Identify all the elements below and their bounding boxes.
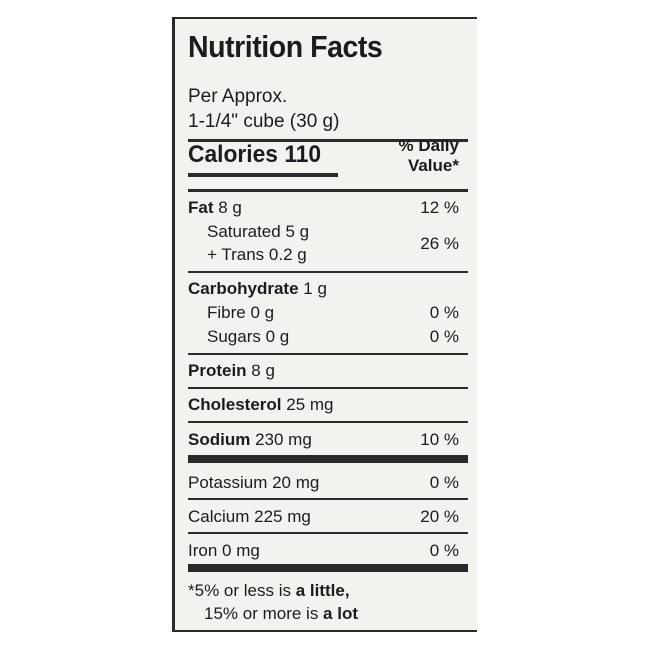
footnote-line-1: *5% or less is a little, [188,579,350,602]
divider [188,387,468,389]
footnote-text-1: *5% or less is [188,581,296,600]
sugars-percent: 0 % [429,327,459,346]
divider [188,189,468,192]
footnote-text-2: 15% or more is [204,604,324,623]
thick-divider [188,455,468,463]
sodium-row: Sodium 230 mg [188,430,312,450]
divider [188,271,468,273]
protein-row: Protein 8 g [188,361,275,381]
cholesterol-row: Cholesterol 25 mg [188,395,334,415]
saturated-label: Saturated 5 g [207,222,310,241]
divider [188,139,468,142]
cholesterol-label: Cholesterol [188,395,282,414]
panel-title: Nutrition Facts [188,29,383,64]
iron-percent: 0 % [429,541,459,560]
calcium-label: Calcium 225 mg [188,507,311,526]
footnote-lot: a lot [323,604,358,623]
potassium-label: Potassium 20 mg [188,473,320,492]
cholesterol-amount: 25 mg [286,395,334,414]
footnote-line-2: 15% or more is a lot [204,602,358,625]
sodium-label: Sodium [188,430,251,449]
sugars-label: Sugars 0 g [207,327,290,346]
divider [188,421,468,423]
protein-amount: 8 g [251,361,275,380]
saturated-percent: 26 % [420,234,459,253]
iron-label: Iron 0 mg [188,541,260,560]
calories-line: Calories 110 [188,141,321,169]
calories-value: 110 [284,141,322,168]
dv-header-line-2: Value* [407,156,459,175]
carbohydrate-row: Carbohydrate 1 g [188,279,327,299]
dv-header-line-1: % Daily [398,136,459,155]
divider [188,532,468,534]
fat-percent: 12 % [420,198,459,217]
footnote-little: a little, [295,581,350,600]
fibre-label: Fibre 0 g [207,303,275,322]
thick-divider [188,564,468,572]
carbohydrate-label: Carbohydrate [188,279,299,298]
calcium-percent: 20 % [420,507,459,526]
sodium-percent: 10 % [420,430,459,449]
divider [188,498,468,500]
serving-line-1: Per Approx. [188,86,288,107]
daily-value-header: % Daily Value* [399,136,459,176]
fat-label: Fat [188,198,214,217]
potassium-percent: 0 % [429,473,459,492]
protein-label: Protein [188,361,247,380]
calories-label: Calories [188,141,278,168]
carbohydrate-amount: 1 g [303,279,327,298]
calories-underline [188,173,338,177]
fat-row: Fat 8 g [188,198,242,218]
fat-amount: 8 g [218,198,242,217]
nutrition-facts-panel: Nutrition Facts Per Approx. 1-1/4" cube … [172,17,477,632]
fibre-percent: 0 % [429,303,459,322]
serving-line-2: 1-1/4" cube (30 g) [188,111,340,132]
trans-label: + Trans 0.2 g [207,245,307,264]
sodium-amount: 230 mg [255,430,312,449]
divider [188,353,468,355]
